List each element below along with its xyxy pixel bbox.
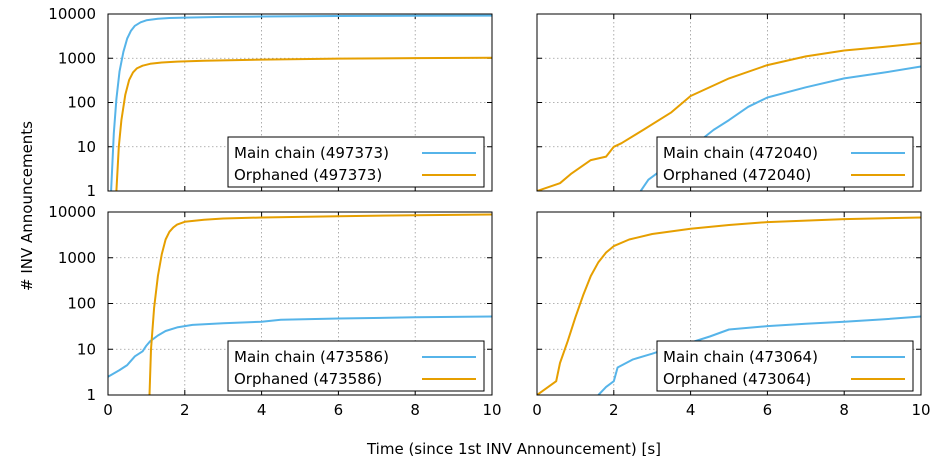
- y-tick-label: 1: [86, 182, 96, 200]
- y-tick-label: 100: [67, 94, 96, 112]
- legend: Main chain (473586) Orphaned (473586): [227, 340, 485, 392]
- x-tick-label: 10: [911, 401, 930, 419]
- plot-frame: [536, 211, 922, 396]
- series-line-orphaned: [537, 42, 921, 191]
- legend-box: [656, 340, 914, 392]
- legend-label: Orphaned (473064): [663, 370, 811, 388]
- legend-label: Main chain (473586): [234, 348, 389, 366]
- plot-frame: [107, 211, 493, 396]
- y-tick-label: 1000: [58, 249, 96, 267]
- x-tick-label: 8: [839, 401, 849, 419]
- y-tick-label: 10000: [48, 5, 96, 23]
- legend: Main chain (497373) Orphaned (497373): [227, 136, 485, 188]
- panel-3: 0 2 4 6 8 10 1 10 100 1000 10000 Main chain (473586…: [48, 203, 501, 419]
- x-tick-label: 4: [686, 401, 696, 419]
- y-tick-label: 10: [77, 138, 96, 156]
- x-tick-label: 6: [763, 401, 773, 419]
- plot-frame: [107, 13, 493, 192]
- series-line-orphaned: [537, 216, 921, 395]
- y-tick-label: 1000: [58, 49, 96, 67]
- legend-label: Orphaned (472040): [663, 166, 811, 184]
- x-tick-label: 2: [609, 401, 619, 419]
- legend: Main chain (472040) Orphaned (472040): [656, 136, 914, 188]
- legend-label: Orphaned (473586): [234, 370, 382, 388]
- x-tick-label: 10: [482, 401, 501, 419]
- legend-label: Main chain (473064): [663, 348, 818, 366]
- x-tick-label: 2: [180, 401, 190, 419]
- plot-frame: [536, 13, 922, 192]
- x-axis-label: Time (since 1st INV Announcement) [s]: [366, 440, 661, 458]
- legend: Main chain (473064) Orphaned (473064): [656, 340, 914, 392]
- y-tick-label: 10000: [48, 203, 96, 221]
- series-line-main-chain: [110, 14, 492, 191]
- legend-label: Main chain (497373): [234, 144, 389, 162]
- y-axis-label: # INV Announcements: [18, 121, 36, 291]
- x-tick-label: 6: [334, 401, 344, 419]
- legend-box: [227, 136, 485, 188]
- legend-box: [227, 340, 485, 392]
- panel-4: 0 2 4 6 8 10 Main chain (473064) Orphaned (4730…: [532, 211, 931, 419]
- y-tick-label: 1: [86, 386, 96, 404]
- legend-box: [656, 136, 914, 188]
- x-tick-label: 8: [410, 401, 420, 419]
- x-tick-label: 4: [257, 401, 267, 419]
- y-tick-label: 100: [67, 295, 96, 313]
- x-tick-label: 0: [103, 401, 113, 419]
- series-line-orphaned: [148, 213, 492, 395]
- legend-label: Main chain (472040): [663, 144, 818, 162]
- panel-1: 1 10 100 1000 10000 Main chain (497373) Orphan…: [48, 5, 493, 200]
- series-line-main-chain: [108, 315, 492, 378]
- panel-2: Main chain (472040) Orphaned (472040): [536, 13, 922, 192]
- series-line-orphaned: [115, 56, 492, 191]
- x-tick-label: 0: [532, 401, 542, 419]
- y-tick-label: 10: [77, 340, 96, 358]
- legend-label: Orphaned (497373): [234, 166, 382, 184]
